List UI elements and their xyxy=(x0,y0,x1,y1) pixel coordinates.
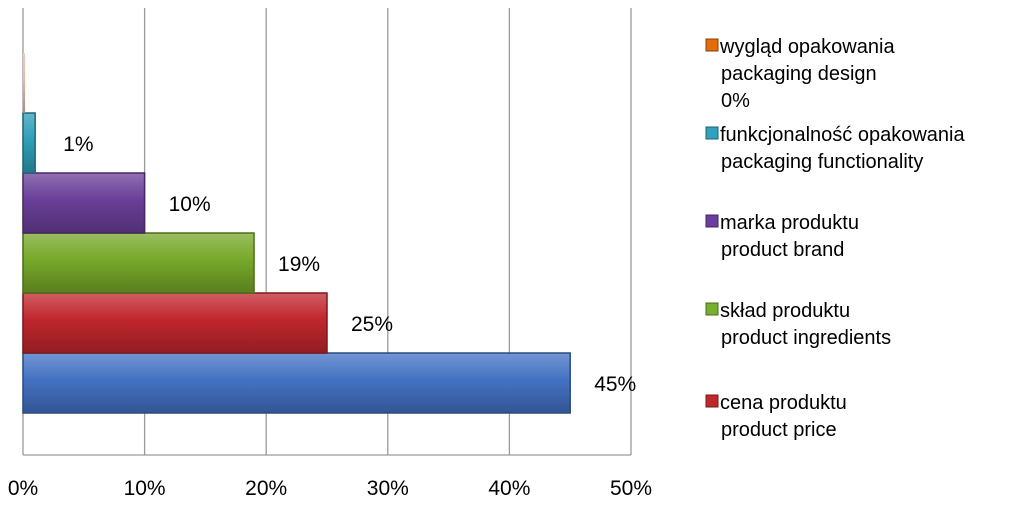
legend-label: wygląd opakowania xyxy=(719,36,895,58)
bar xyxy=(22,112,36,174)
bars xyxy=(22,53,571,414)
legend-item: cena produktu product price xyxy=(705,392,847,441)
legend-swatch xyxy=(705,394,719,408)
legend: wygląd opakowania packaging design 0% funkc… xyxy=(705,36,965,441)
legend-label: product ingredients xyxy=(721,327,891,349)
data-label: 45% xyxy=(594,373,636,396)
bar xyxy=(23,53,25,113)
data-labels: 45% 25% 19% 10% 1% xyxy=(63,133,636,396)
x-axis-ticks: 0% 10% 20% 30% 40% 50% xyxy=(8,477,652,500)
data-label: 1% xyxy=(63,133,93,156)
data-label: 19% xyxy=(278,253,320,276)
data-label: 25% xyxy=(351,313,393,336)
legend-item: funkcjonalność opakowania packaging funct… xyxy=(705,124,965,173)
legend-swatch xyxy=(705,214,719,228)
x-tick-label: 30% xyxy=(367,477,409,500)
legend-item: wygląd opakowania packaging design 0% xyxy=(705,36,895,112)
legend-label: funkcjonalność opakowania xyxy=(720,124,965,146)
data-label: 10% xyxy=(169,193,211,216)
legend-label: marka produktu xyxy=(720,212,859,234)
legend-label: product price xyxy=(721,419,837,441)
x-tick-label: 20% xyxy=(245,477,287,500)
legend-label: packaging functionality xyxy=(721,151,923,173)
legend-label: 0% xyxy=(721,90,750,112)
legend-label: cena produktu xyxy=(720,392,847,414)
legend-label: skład produktu xyxy=(720,300,850,322)
legend-swatch xyxy=(705,38,719,52)
x-tick-label: 0% xyxy=(8,477,38,500)
legend-swatch xyxy=(705,126,719,140)
legend-item: marka produktu product brand xyxy=(705,212,859,261)
legend-label: packaging design xyxy=(721,63,877,85)
x-tick-label: 50% xyxy=(610,477,652,500)
bar xyxy=(22,172,146,234)
legend-swatch xyxy=(705,302,719,316)
bar xyxy=(22,352,571,414)
legend-label: product brand xyxy=(721,239,844,261)
legend-item: skład produktu product ingredients xyxy=(705,300,891,349)
x-tick-label: 10% xyxy=(124,477,166,500)
gridlines xyxy=(22,8,632,456)
bar xyxy=(22,292,328,354)
x-tick-label: 40% xyxy=(488,477,530,500)
bar xyxy=(22,232,255,294)
